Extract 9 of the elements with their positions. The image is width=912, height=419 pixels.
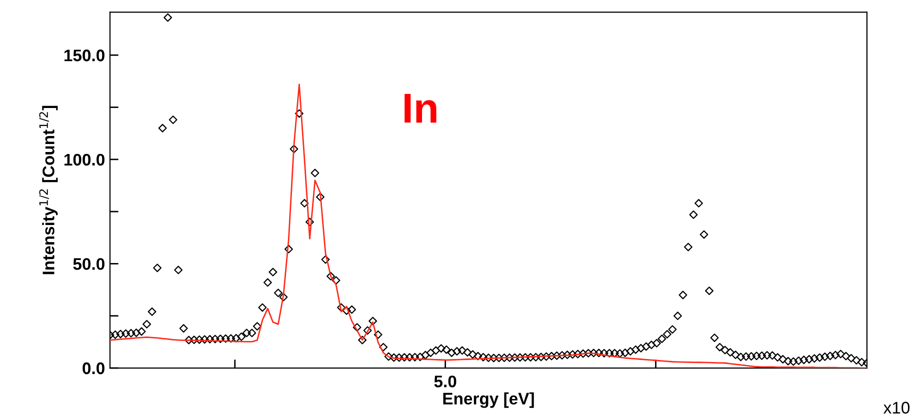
y-tick-label: 0.0 (82, 362, 104, 374)
annotation: In (404, 94, 436, 123)
y-tick-label: 100.0 (64, 154, 104, 166)
y-tick-label: 150.0 (64, 50, 104, 62)
text: x10 (883, 402, 910, 414)
x-axis-title: Energy [eV] (443, 392, 534, 408)
text: 5.0 (434, 376, 456, 388)
y-tick-label: 50.0 (73, 258, 104, 270)
y-axis-title: Intensity$^{1/2}$ [Count$^{1/2}$] (39, 106, 58, 274)
